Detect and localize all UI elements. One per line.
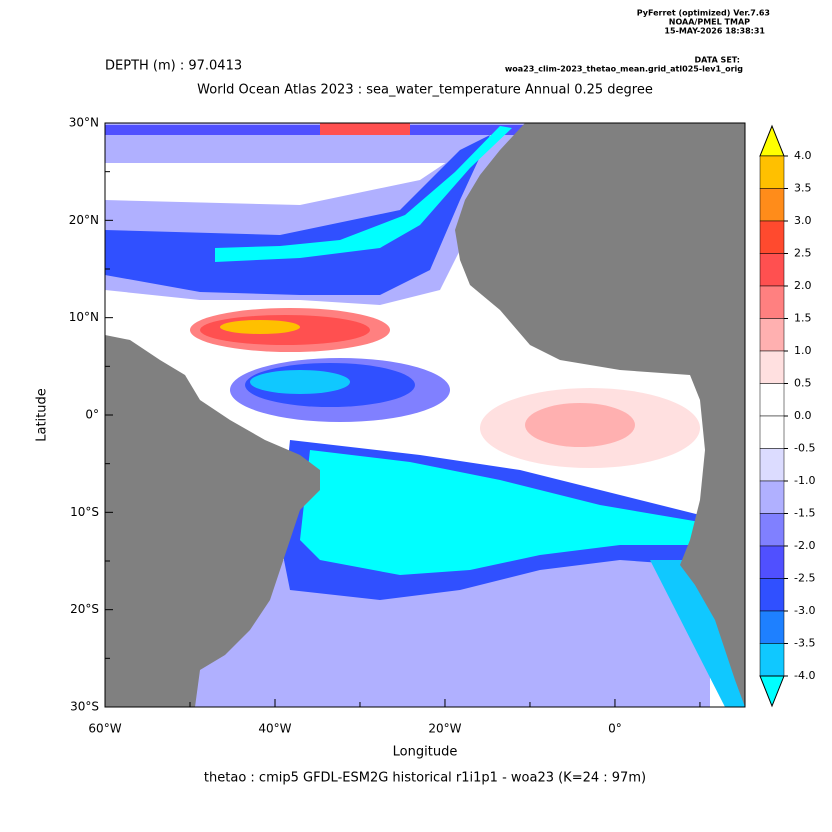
title: World Ocean Atlas 2023 : sea_water_tempe… <box>197 83 653 98</box>
anomaly-area <box>250 370 350 394</box>
colorbar-label: 3.5 <box>794 182 812 195</box>
colorbar-box <box>759 350 785 384</box>
y-tick-label: 30°S <box>70 700 99 714</box>
depth: DEPTH (m) : 97.0413 <box>105 59 242 74</box>
colorbar-box <box>759 415 785 449</box>
y-tick-label: 20°S <box>70 602 99 616</box>
land <box>455 123 745 707</box>
colorbar-extend <box>759 675 785 708</box>
y-tick-label: 10°S <box>70 505 99 519</box>
colorbar-label: -1.0 <box>794 474 815 487</box>
colorbar-box <box>759 155 785 189</box>
software: PyFerret (optimized) Ver.7.63 <box>637 9 770 18</box>
anomaly-area <box>320 123 410 135</box>
dataset-label: DATA SET: <box>695 56 740 65</box>
colorbar-box <box>759 513 785 547</box>
colorbar-label: 2.5 <box>794 247 812 260</box>
land <box>105 335 320 707</box>
colorbar-box <box>759 383 785 417</box>
software: NOAA/PMEL TMAP <box>669 18 750 27</box>
colorbar-label: 0.5 <box>794 377 812 390</box>
x-tick-label: 60°W <box>88 722 121 736</box>
colorbar-label: 3.0 <box>794 214 812 227</box>
anomaly-area <box>300 450 740 575</box>
software: 15-MAY-2026 18:38:31 <box>664 27 765 36</box>
colorbar-label: 2.0 <box>794 279 812 292</box>
colorbar-label: 4.0 <box>794 149 812 162</box>
colorbar-box <box>759 285 785 319</box>
colorbar-label: -1.5 <box>794 507 815 520</box>
y-tick-label: 30°N <box>69 116 99 130</box>
colorbar-box <box>759 610 785 644</box>
colorbar-box <box>759 188 785 222</box>
colorbar: 4.0 3.5 3.0 2.5 2.0 1.5 1.0 0.5 0.0 -0.5 -1.0 -1.5 -… <box>759 124 815 708</box>
colorbar-box <box>759 253 785 287</box>
colorbar-box <box>759 480 785 514</box>
colorbar-extend <box>759 124 785 157</box>
colorbar-box <box>759 448 785 482</box>
colorbar-label: 0.0 <box>794 409 812 422</box>
colorbar-box <box>759 545 785 579</box>
colorbar-label: -2.5 <box>794 572 815 585</box>
x-tick-label: 0° <box>608 722 622 736</box>
x-tick-label: 40°W <box>258 722 291 736</box>
x-axis-label: Longitude <box>393 745 458 760</box>
colorbar-box <box>759 578 785 612</box>
colorbar-label: 1.0 <box>794 344 812 357</box>
y-tick-label: 10°N <box>69 310 99 324</box>
y-tick-label: 20°N <box>69 213 99 227</box>
y-tick-label: 0° <box>85 408 99 422</box>
colorbar-box <box>759 318 785 352</box>
colorbar-label: -3.5 <box>794 637 815 650</box>
y-axis-label: Latitude <box>35 388 50 442</box>
anomaly-area <box>220 320 300 334</box>
colorbar-label: 1.5 <box>794 312 812 325</box>
colorbar-box <box>759 643 785 677</box>
field <box>105 123 745 707</box>
colorbar-label: -3.0 <box>794 604 815 617</box>
colorbar-label: -0.5 <box>794 442 815 455</box>
x-tick-label: 20°W <box>428 722 461 736</box>
anomaly-area <box>650 560 745 707</box>
anomaly-area <box>105 135 490 295</box>
anomaly-area <box>105 125 525 135</box>
dataset: woa23_clim-2023_thetao_mean.grid_atl025-… <box>505 65 743 74</box>
colorbar-label: -2.0 <box>794 539 815 552</box>
footer: thetao : cmip5 GFDL-ESM2G historical r1i… <box>204 771 646 786</box>
colorbar-box <box>759 220 785 254</box>
colorbar-label: -4.0 <box>794 669 815 682</box>
anomaly-area <box>525 403 635 447</box>
anomaly-area <box>215 126 512 262</box>
